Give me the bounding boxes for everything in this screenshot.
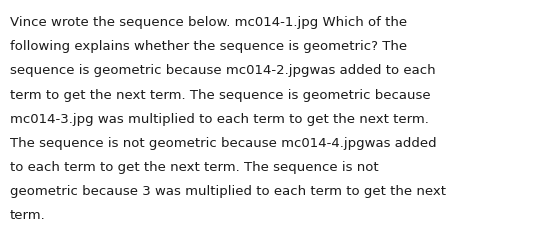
Text: term to get the next term. The sequence is geometric because: term to get the next term. The sequence …: [10, 88, 431, 101]
Text: The sequence is not geometric because mc014-4.jpgwas added: The sequence is not geometric because mc…: [10, 136, 437, 149]
Text: mc014-3.jpg was multiplied to each term to get the next term.: mc014-3.jpg was multiplied to each term …: [10, 112, 429, 125]
Text: sequence is geometric because mc014-2.jpgwas added to each: sequence is geometric because mc014-2.jp…: [10, 64, 436, 77]
Text: following explains whether the sequence is geometric? The: following explains whether the sequence …: [10, 40, 407, 53]
Text: Vince wrote the sequence below. mc014-1.jpg Which of the: Vince wrote the sequence below. mc014-1.…: [10, 16, 407, 29]
Text: geometric because 3 was multiplied to each term to get the next: geometric because 3 was multiplied to ea…: [10, 184, 446, 197]
Text: to each term to get the next term. The sequence is not: to each term to get the next term. The s…: [10, 160, 379, 173]
Text: term.: term.: [10, 208, 46, 221]
